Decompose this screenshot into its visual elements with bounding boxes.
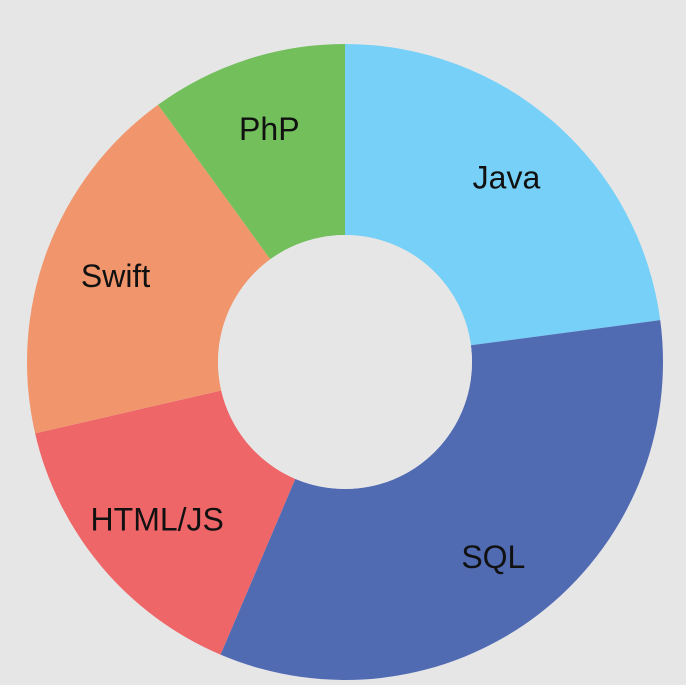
slice-java xyxy=(345,44,661,346)
slice-label-php: PhP xyxy=(239,111,299,147)
slice-label-sql: SQL xyxy=(461,539,525,575)
slice-label-html-js: HTML/JS xyxy=(91,501,224,537)
donut-hole xyxy=(218,235,472,489)
slice-label-swift: Swift xyxy=(81,258,150,294)
slice-html-js xyxy=(35,390,296,655)
slice-sql xyxy=(220,320,664,681)
slice-php xyxy=(158,44,345,260)
slice-swift xyxy=(26,104,271,434)
slice-labels: Java SQL HTML/JS Swift PhP xyxy=(81,111,541,575)
slice-label-java: Java xyxy=(473,160,541,196)
donut-slices xyxy=(26,44,664,681)
